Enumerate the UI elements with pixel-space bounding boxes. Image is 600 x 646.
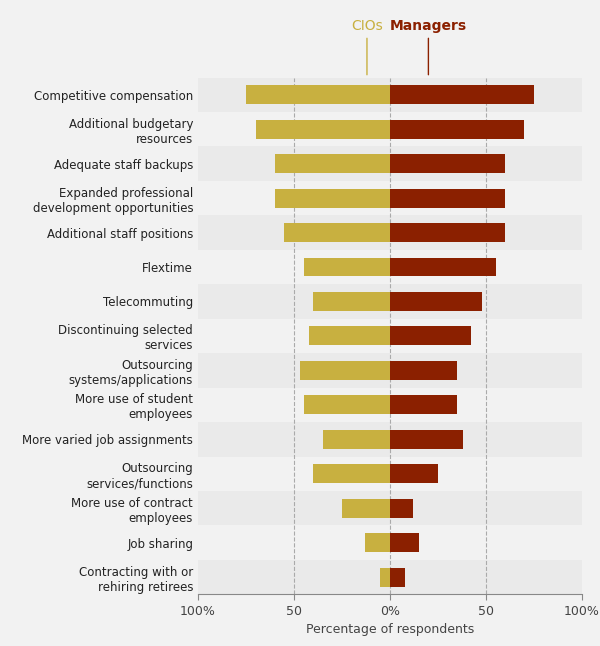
Bar [390,292,482,311]
Bar [198,250,582,284]
Bar [390,533,419,552]
Bar [313,292,390,311]
Bar [390,361,457,380]
Bar [198,284,582,318]
Bar [275,154,390,173]
Bar [390,120,524,139]
Bar [310,326,390,346]
Bar [365,533,390,552]
Bar [390,568,406,587]
Bar [390,189,505,207]
Bar [390,258,496,276]
Bar [323,430,390,449]
Bar [390,85,534,104]
Bar [304,395,390,414]
Bar [390,223,505,242]
Bar [256,120,390,139]
Bar [198,147,582,181]
Bar [198,181,582,215]
Bar [198,422,582,457]
Bar [304,258,390,276]
Text: CIOs: CIOs [351,19,383,75]
Bar [300,361,390,380]
Bar [198,525,582,560]
Bar [198,491,582,525]
Bar [246,85,390,104]
Bar [275,189,390,207]
Bar [284,223,390,242]
Bar [390,430,463,449]
Bar [198,78,582,112]
Bar [390,499,413,517]
Text: Managers: Managers [390,19,467,75]
Bar [198,215,582,250]
Bar [390,326,470,346]
Bar [198,353,582,388]
Bar [198,560,582,594]
Bar [380,568,390,587]
Bar [313,464,390,483]
Bar [390,395,457,414]
Bar [198,388,582,422]
Bar [198,318,582,353]
Bar [390,154,505,173]
Bar [198,457,582,491]
Bar [390,464,438,483]
Bar [198,112,582,147]
X-axis label: Percentage of respondents: Percentage of respondents [306,623,474,636]
Bar [342,499,390,517]
